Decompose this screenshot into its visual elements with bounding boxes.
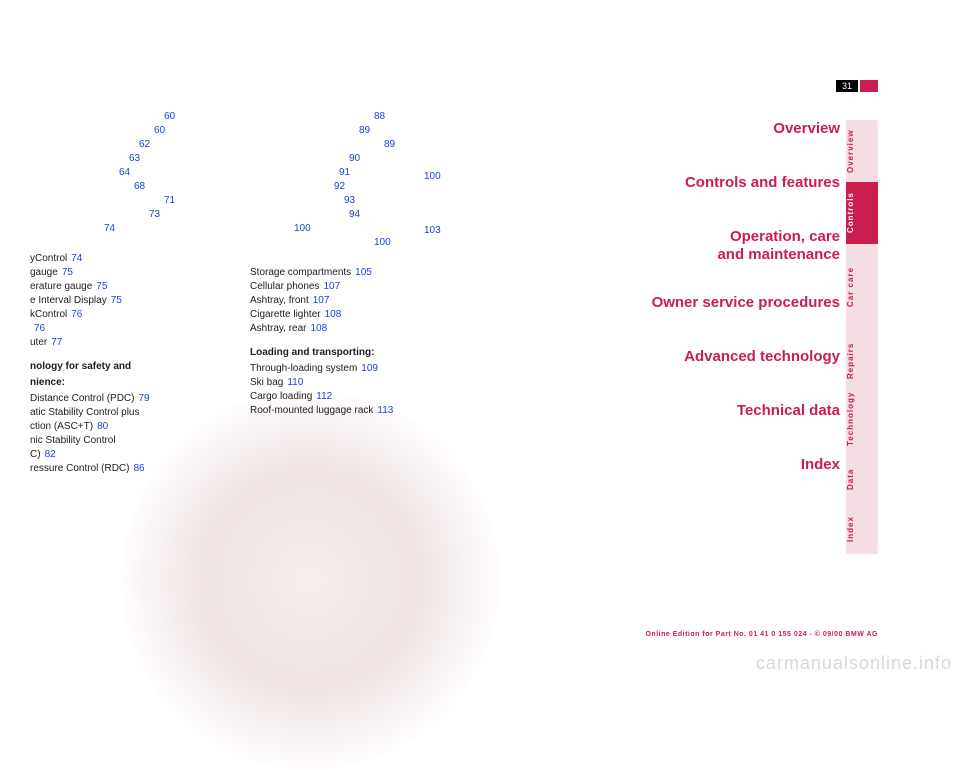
index-entry[interactable]: atic Stability Control plus — [30, 406, 240, 420]
watermark: carmanualsonline.info — [756, 653, 952, 674]
content-area: 606062636468717374yControl74gauge75eratu… — [0, 110, 620, 670]
tab-controls[interactable]: Controls — [846, 182, 878, 244]
cropped-ref[interactable]: 64 — [30, 166, 240, 180]
cropped-ref[interactable]: 103 — [420, 224, 441, 238]
index-entry[interactable]: Roof-mounted luggage rack113 — [250, 404, 620, 418]
tab-carcare[interactable]: Car care — [846, 244, 878, 330]
page-accent-bar — [860, 80, 878, 92]
cropped-ref[interactable]: 73 — [30, 208, 240, 222]
index-entry[interactable]: Cellular phones107 — [250, 280, 620, 294]
index-entry[interactable]: Cargo loading112 — [250, 390, 620, 404]
section-heading: nology for safety and — [30, 360, 240, 374]
index-entry[interactable]: Ashtray, rear108 — [250, 322, 620, 336]
cropped-ref[interactable]: 60 — [30, 124, 240, 138]
tab-overview[interactable]: Overview — [846, 120, 878, 182]
index-entry[interactable]: Distance Control (PDC)79 — [30, 392, 240, 406]
cropped-ref[interactable]: 62 — [30, 138, 240, 152]
tab-repairs[interactable]: Repairs — [846, 330, 878, 392]
index-entry[interactable]: nic Stability Control — [30, 434, 240, 448]
tab-index-side[interactable]: Index — [846, 504, 878, 554]
cropped-ref[interactable]: 68 — [30, 180, 240, 194]
index-entry[interactable]: uter77 — [30, 336, 240, 350]
cropped-ref[interactable]: 100 — [420, 170, 441, 184]
cropped-ref[interactable]: 90 — [250, 152, 620, 166]
column-1: 606062636468717374yControl74gauge75eratu… — [0, 110, 240, 476]
index-entry[interactable]: ction (ASC+T)80 — [30, 420, 240, 434]
cropped-ref[interactable]: 89 — [250, 124, 620, 138]
section-heading: nience: — [30, 376, 240, 390]
side-tabs: Overview Controls Car care Repairs Techn… — [846, 120, 878, 554]
index-entry[interactable]: yControl74 — [30, 252, 240, 266]
page-number: 31 — [836, 80, 858, 92]
index-entry[interactable]: gauge75 — [30, 266, 240, 280]
cropped-ref[interactable]: 60 — [30, 110, 240, 124]
index-entry[interactable]: Through-loading system109 — [250, 362, 620, 376]
index-entry[interactable]: kControl76 — [30, 308, 240, 322]
column-2: 8889899091929394100100100103Storage comp… — [240, 110, 620, 476]
index-entry[interactable]: C)82 — [30, 448, 240, 462]
cropped-ref[interactable]: 74 — [30, 222, 240, 236]
footer-note: Online Edition for Part No. 01 41 0 155 … — [645, 631, 878, 638]
index-entry[interactable]: e Interval Display75 — [30, 294, 240, 308]
cropped-ref[interactable]: 88 — [250, 110, 620, 124]
tab-data[interactable]: Data — [846, 454, 878, 504]
cropped-ref[interactable]: 71 — [30, 194, 240, 208]
index-entry[interactable]: ressure Control (RDC)86 — [30, 462, 240, 476]
index-entry[interactable]: erature gauge75 — [30, 280, 240, 294]
tab-technology[interactable]: Technology — [846, 392, 878, 454]
index-entry[interactable]: 76 — [30, 322, 240, 336]
index-entry[interactable]: Cigarette lighter108 — [250, 308, 620, 322]
cropped-ref[interactable]: 63 — [30, 152, 240, 166]
index-entry[interactable]: Ashtray, front107 — [250, 294, 620, 308]
cropped-ref[interactable]: 89 — [250, 138, 620, 152]
section-heading: Loading and transporting: — [250, 346, 620, 360]
index-entry[interactable]: Ski bag110 — [250, 376, 620, 390]
